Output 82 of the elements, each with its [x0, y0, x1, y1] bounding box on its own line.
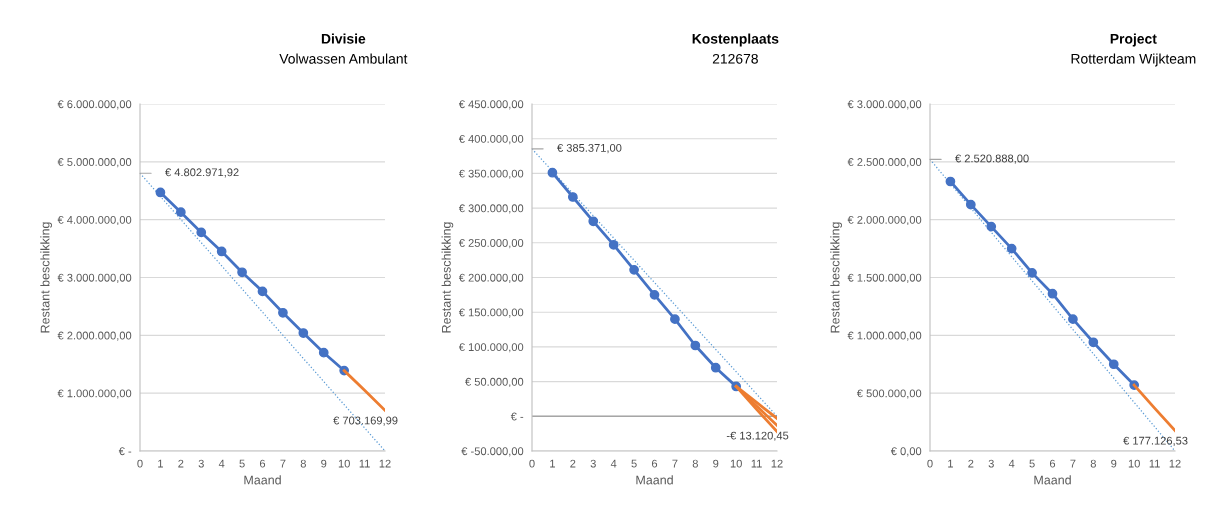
x-tick-label: 10	[338, 459, 350, 468]
x-tick-label: 2	[968, 459, 974, 468]
y-tick-label: € 2.500.000,00	[847, 158, 922, 168]
x-tick-label: 7	[1070, 459, 1076, 468]
x-tick-label: 8	[1090, 459, 1096, 468]
x-tick-label: 7	[672, 459, 678, 468]
y-tick-label: € 2.000.000,00	[57, 331, 132, 341]
y-tick-label: € 200.000,00	[458, 273, 524, 283]
x-tick-label: 10	[1128, 459, 1140, 468]
y-tick-label: € 1.000.000,00	[847, 331, 922, 341]
y-tick-label: € 1.500.000,00	[847, 273, 922, 283]
x-tick-label: 4	[1008, 459, 1015, 468]
chart-subtitle: Volwassen Ambulant	[279, 53, 408, 64]
chart-title: Kostenplaats	[692, 33, 779, 47]
x-tick-label: 5	[1029, 459, 1035, 468]
x-tick-label: 0	[529, 459, 535, 468]
y-tick-label: € 0,00	[890, 447, 922, 457]
x-tick-label: 6	[651, 459, 658, 468]
x-tick-label: 9	[713, 459, 719, 468]
x-tick-label: 7	[280, 459, 286, 468]
y-tick-label: € 6.000.000,00	[57, 100, 132, 110]
x-tick-label: 8	[692, 459, 698, 468]
y-tick-label: € 100.000,00	[458, 343, 524, 353]
x-tick-label: 5	[239, 459, 245, 468]
x-tick-label: 11	[751, 459, 762, 468]
chart-subtitle: 212678	[712, 53, 758, 64]
y-tick-label: € 1.000.000,00	[57, 389, 132, 399]
x-tick-label: 3	[590, 459, 596, 468]
y-tick-label: € 5.000.000,00	[57, 158, 132, 168]
data-label: € 4.802.971,92	[165, 168, 239, 178]
y-tick-label: € 150.000,00	[458, 308, 524, 318]
data-label: € 703.169,99	[333, 416, 398, 426]
x-tick-label: 8	[300, 459, 306, 468]
x-tick-label: 12	[771, 459, 783, 468]
x-axis-title: Maand	[1034, 475, 1071, 485]
x-tick-label: 10	[730, 459, 742, 468]
x-tick-label: 1	[550, 459, 555, 468]
y-axis-title: Restant beschikking	[830, 222, 842, 333]
x-tick-label: 11	[359, 459, 370, 468]
y-tick-label: € 300.000,00	[458, 204, 524, 214]
x-tick-label: 9	[1111, 459, 1117, 468]
data-label: € 2.520.888,00	[955, 154, 1029, 164]
y-axis-title: Restant beschikking	[40, 222, 52, 333]
x-tick-label: 1	[948, 459, 953, 468]
data-label: € 177.126,53	[1123, 436, 1188, 446]
x-axis-title: Maand	[244, 475, 281, 485]
y-tick-label: € 50.000,00	[465, 377, 524, 388]
x-tick-label: 5	[631, 459, 637, 468]
chart-subtitle: Rotterdam Wijkteam	[1071, 53, 1196, 67]
x-tick-label: 12	[379, 459, 391, 468]
x-tick-label: 4	[610, 459, 617, 468]
data-label: -€ 13.120,45	[726, 431, 789, 441]
y-tick-label: € 250.000,00	[458, 239, 524, 249]
x-tick-label: 2	[570, 459, 576, 468]
x-tick-label: 0	[927, 459, 933, 468]
chart-title: Divisie	[321, 33, 366, 44]
y-tick-label: € -	[118, 447, 132, 456]
chart-title: Project	[1110, 33, 1157, 47]
y-tick-label: € 2.000.000,00	[847, 215, 922, 226]
data-label: € 385.371,00	[557, 143, 622, 154]
y-tick-label: € -50.000,00	[461, 447, 524, 457]
x-axis-title: Maand	[636, 475, 673, 485]
x-tick-label: 6	[259, 459, 266, 468]
y-tick-label: € 3.000.000,00	[57, 273, 132, 283]
x-tick-label: 2	[178, 459, 184, 468]
x-tick-label: 9	[321, 459, 327, 468]
x-tick-label: 12	[1169, 459, 1181, 468]
x-tick-label: 3	[198, 459, 204, 468]
x-tick-label: 11	[1149, 459, 1160, 468]
x-tick-label: 4	[218, 459, 225, 468]
y-tick-label: € 3.000.000,00	[847, 100, 922, 110]
y-tick-label: € 450.000,00	[458, 100, 524, 110]
x-tick-label: 3	[988, 459, 994, 468]
y-tick-label: € 500.000,00	[856, 389, 922, 399]
x-tick-label: 1	[158, 459, 163, 468]
y-tick-label: € 350.000,00	[458, 169, 524, 179]
x-tick-label: 6	[1049, 459, 1056, 468]
x-tick-label: 0	[137, 459, 143, 468]
y-tick-label: € 400.000,00	[458, 134, 524, 145]
y-axis-title: Restant beschikking	[441, 222, 454, 333]
y-tick-label: € 4.000.000,00	[57, 215, 132, 226]
y-tick-label: € -	[510, 412, 524, 421]
